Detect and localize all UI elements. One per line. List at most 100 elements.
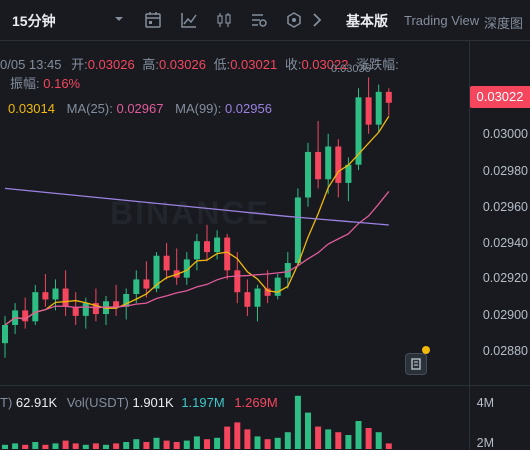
vol-value: 62.91K (15, 395, 58, 410)
ma-info: 0.03014 MA(25): 0.02967 MA(99): 0.02956 (8, 101, 272, 116)
candle-body (294, 197, 301, 264)
price-axis-separator (469, 40, 470, 449)
candle-body (274, 277, 281, 296)
volume-bar (345, 435, 352, 449)
volume-separator (0, 385, 530, 386)
candle-body (133, 279, 140, 295)
settings-list-icon[interactable] (250, 11, 268, 29)
candle-body (204, 241, 210, 253)
candle-body (62, 288, 69, 307)
caret-down-icon[interactable] (114, 14, 124, 24)
candle-type-icon[interactable] (215, 11, 233, 29)
volume-bar (123, 442, 130, 449)
change-label: 涨跌幅: (356, 57, 399, 72)
open-value: 0.03026 (87, 57, 135, 72)
price-chart[interactable] (0, 40, 469, 385)
candle-body (183, 259, 190, 278)
candle-body (193, 241, 200, 260)
volume-bar (103, 444, 109, 449)
candle-body (42, 292, 49, 300)
candle-body (254, 288, 261, 307)
volume-bar (294, 395, 301, 449)
price-axis-tick: 0.03000 (482, 127, 528, 141)
candle-body (264, 288, 271, 296)
volume-bar (12, 443, 19, 449)
depth-tab[interactable]: 深度图 (484, 16, 524, 31)
vol-axis-4m: 4M (476, 396, 494, 410)
candle-body (244, 292, 251, 307)
volume-bar (284, 432, 291, 449)
candle-body (72, 306, 79, 316)
volume-bar (193, 436, 200, 449)
candle-body (315, 151, 322, 180)
floating-tool-button[interactable] (405, 353, 427, 375)
vol-axis-2m: 2M (476, 436, 494, 450)
volume-bar (62, 440, 69, 449)
ma25-line (4, 191, 390, 326)
volume-bar (2, 444, 8, 449)
high-value: 0.03026 (158, 57, 206, 72)
volume-info: T) 62.91K Vol(USDT) 1.901K 1.197M 1.269M (0, 395, 278, 410)
close-label: 收: (284, 57, 302, 72)
vol-usdt-value: 1.901K (132, 395, 174, 410)
hexagon-icon[interactable] (285, 11, 303, 29)
candle-body (345, 164, 352, 183)
chevron-right-icon[interactable] (308, 11, 326, 29)
high-marker: 0.03036 (331, 63, 371, 75)
volume-chart[interactable] (0, 386, 469, 449)
volume-bar (163, 440, 170, 449)
volume-bar (153, 437, 160, 449)
vol-ma5-value: 1.197M (181, 395, 225, 410)
amplitude-label: 振幅: (10, 76, 40, 91)
candle-body (52, 288, 59, 300)
volume-bar (375, 432, 382, 449)
volume-bar (274, 437, 281, 449)
candle-body (123, 294, 130, 307)
volume-bar (133, 439, 140, 449)
candle-body (143, 279, 150, 289)
volume-bar (305, 412, 311, 449)
high-label: 高: (142, 57, 159, 72)
price-axis-tick: 0.02980 (482, 164, 528, 178)
low-value: 0.03021 (230, 57, 278, 72)
price-axis-tick: 0.02960 (482, 200, 528, 214)
tradingview-tab[interactable]: Trading View (404, 13, 480, 28)
vol-prefix: T) (0, 395, 13, 410)
volume-bar (113, 443, 120, 449)
candle-body (32, 292, 39, 322)
ruler-icon (411, 358, 421, 370)
candle-body (284, 263, 291, 278)
volume-bar (204, 439, 210, 449)
vol-ma10-value: 1.269M (234, 395, 278, 410)
volume-bar (234, 422, 241, 449)
interval-selector[interactable]: 15分钟 (12, 13, 56, 29)
volume-bar (82, 444, 89, 449)
candle-body (355, 97, 362, 165)
volume-bar (143, 442, 150, 449)
indicator-icon[interactable] (180, 11, 198, 29)
volume-bar (72, 443, 79, 449)
basic-view-tab[interactable]: 基本版 (346, 13, 388, 29)
candle-body (385, 91, 392, 103)
volume-bar (224, 426, 231, 449)
notification-dot (422, 346, 430, 354)
ma99-label: MA(99): (175, 101, 222, 116)
volume-bar (183, 440, 190, 449)
volume-bar (92, 443, 99, 449)
volume-bar (22, 444, 29, 449)
candle-body (113, 301, 120, 307)
volume-bar (385, 443, 392, 449)
volume-bar (315, 426, 322, 449)
calendar-icon[interactable] (144, 11, 162, 29)
candle-body (82, 303, 89, 316)
volume-bar (264, 439, 271, 449)
candle-body (22, 310, 29, 322)
volume-bar (244, 429, 251, 449)
candle-time: 0/05 13:45 (0, 57, 62, 72)
candle-body (153, 255, 160, 289)
candle-body (305, 151, 311, 198)
price-axis-tick: 0.02880 (482, 344, 528, 358)
volume-bar (254, 436, 261, 449)
ma99-value: 0.02956 (224, 101, 272, 116)
candle-body (163, 255, 170, 271)
